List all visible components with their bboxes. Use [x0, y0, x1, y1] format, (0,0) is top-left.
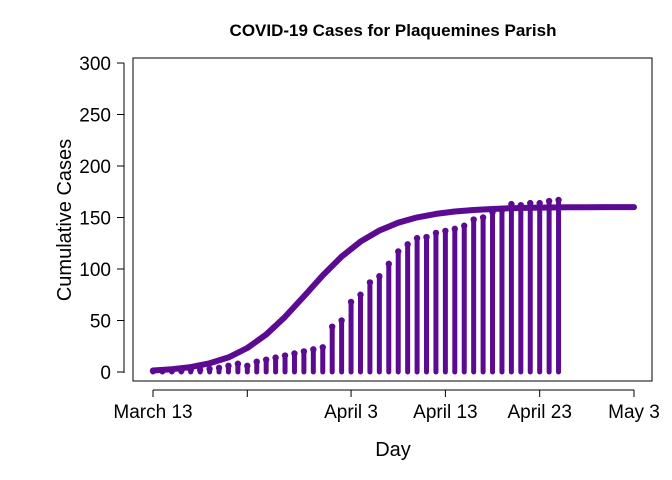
data-point: [300, 348, 308, 355]
y-axis-label: Cumulative Cases: [54, 139, 76, 301]
x-axis: March 13 April 3 April 13 April 23 May 3: [113, 389, 660, 423]
data-point: [215, 364, 223, 372]
y-tick-label: 0: [100, 363, 111, 384]
data-point: [281, 352, 289, 359]
x-tick-label: March 13: [113, 402, 192, 423]
data-point: [451, 225, 459, 233]
x-tick-label: April 23: [507, 402, 571, 423]
chart-title: COVID-19 Cases for Plaquemines Parish: [230, 21, 557, 40]
data-point: [395, 248, 402, 255]
y-tick-label: 50: [90, 312, 111, 333]
data-point: [545, 197, 553, 205]
y-axis: 0 50 100 150 200 250 300: [79, 54, 125, 384]
data-point: [470, 216, 477, 223]
data-point: [328, 323, 336, 330]
data-point: [479, 214, 487, 221]
data-point: [319, 344, 326, 351]
data-point: [555, 196, 562, 204]
x-tick-label: April 13: [413, 402, 477, 423]
x-tick-label: April 3: [324, 402, 378, 423]
data-point: [262, 356, 270, 363]
x-axis-label: Day: [375, 439, 411, 461]
plot-area-border: [132, 57, 653, 382]
data-point: [244, 362, 251, 370]
data-point: [376, 273, 383, 280]
data-point: [461, 222, 468, 229]
data-point: [423, 233, 430, 241]
fitted-curve: [150, 204, 637, 374]
y-tick-label: 250: [79, 106, 111, 127]
y-tick-label: 200: [79, 157, 111, 178]
x-tick-label: May 3: [608, 402, 660, 423]
data-point: [234, 360, 242, 367]
y-tick-label: 150: [79, 209, 111, 230]
data-point: [442, 227, 449, 235]
y-tick-label: 300: [79, 54, 111, 75]
data-marks: [149, 196, 637, 375]
data-point: [357, 291, 364, 298]
data-point: [404, 241, 411, 248]
data-point: [338, 317, 345, 324]
data-point: [310, 346, 317, 353]
data-point: [413, 234, 421, 242]
data-point: [225, 362, 232, 370]
data-point: [253, 358, 260, 365]
data-point: [206, 365, 213, 373]
y-tick-label: 100: [79, 260, 111, 281]
data-point: [527, 199, 534, 207]
data-point: [291, 350, 298, 357]
data-point: [385, 260, 392, 268]
data-point: [432, 229, 440, 237]
data-point: [347, 298, 355, 306]
data-point: [366, 279, 374, 286]
data-point: [272, 354, 279, 361]
